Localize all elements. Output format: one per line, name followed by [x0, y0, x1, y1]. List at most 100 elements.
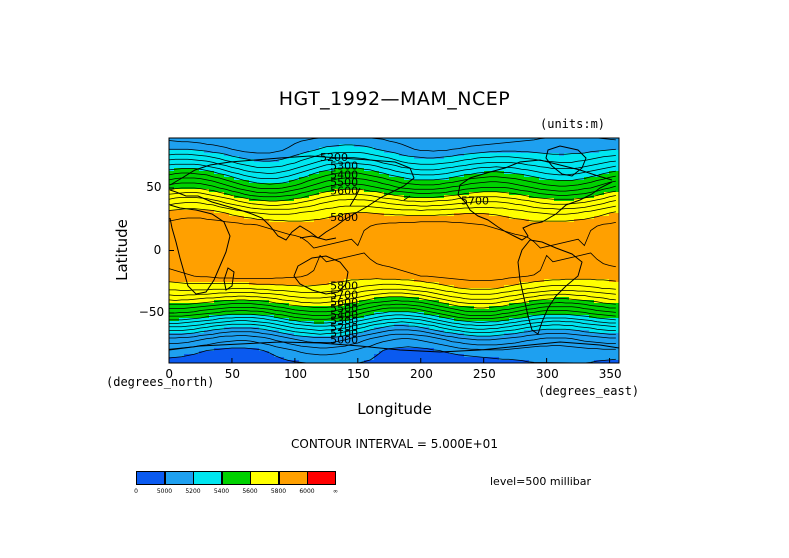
contour-cell — [514, 204, 520, 208]
contour-cell — [529, 216, 535, 220]
contour-cell — [394, 186, 400, 190]
contour-cell — [194, 219, 200, 223]
contour-cell — [184, 180, 190, 184]
contour-cell — [439, 249, 445, 253]
contour-cell — [529, 183, 535, 187]
contour-cell — [319, 150, 325, 154]
contour-cell — [544, 288, 550, 292]
contour-cell — [574, 204, 580, 208]
contour-cell — [594, 246, 600, 250]
contour-cell — [409, 150, 415, 154]
contour-cell — [169, 156, 175, 160]
contour-cell — [569, 267, 575, 271]
contour-cell — [459, 195, 465, 199]
contour-cell — [419, 195, 425, 199]
contour-cell — [294, 282, 300, 286]
contour-cell — [374, 267, 380, 271]
contour-cell — [564, 288, 570, 292]
contour-cell — [369, 156, 375, 160]
contour-cell — [404, 294, 410, 298]
contour-cell — [204, 258, 210, 262]
contour-cell — [494, 207, 500, 211]
contour-cell — [444, 225, 450, 229]
contour-cell — [509, 210, 515, 214]
contour-cell — [514, 147, 520, 151]
contour-cell — [274, 282, 280, 286]
contour-cell — [484, 144, 490, 148]
contour-cell — [604, 273, 610, 277]
contour-cell — [174, 147, 180, 151]
contour-cell — [459, 186, 465, 190]
contour-cell — [544, 210, 550, 214]
contour-cell — [559, 234, 565, 238]
contour-cell — [274, 183, 280, 187]
contour-cell — [444, 288, 450, 292]
contour-cell — [599, 174, 605, 178]
contour-cell — [199, 195, 205, 199]
contour-cell — [454, 144, 460, 148]
contour-cell — [349, 162, 355, 166]
contour-cell — [194, 204, 200, 208]
contour-cell — [479, 276, 485, 280]
contour-cell — [494, 189, 500, 193]
contour-cell — [324, 204, 330, 208]
contour-cell — [374, 204, 380, 208]
contour-cell — [334, 300, 340, 304]
contour-cell — [364, 264, 370, 268]
contour-cell — [529, 282, 535, 286]
contour-cell — [609, 243, 615, 247]
contour-cell — [304, 183, 310, 187]
contour-cell — [399, 168, 405, 172]
contour-cell — [274, 147, 280, 151]
contour-cell — [594, 243, 600, 247]
contour-cell — [489, 285, 495, 289]
contour-cell — [359, 138, 365, 142]
contour-cell — [359, 141, 365, 145]
contour-cell — [449, 153, 455, 157]
contour-cell — [499, 156, 505, 160]
contour-cell — [559, 255, 565, 259]
contour-cell — [269, 150, 275, 154]
contour-cell — [399, 195, 405, 199]
contour-cell — [174, 204, 180, 208]
contour-cell — [459, 219, 465, 223]
contour-cell — [534, 171, 540, 175]
contour-cell — [434, 273, 440, 277]
contour-cell — [534, 264, 540, 268]
contour-cell — [464, 162, 470, 166]
contour-cell — [379, 162, 385, 166]
contour-cell — [454, 153, 460, 157]
contour-cell — [259, 276, 265, 280]
contour-cell — [284, 216, 290, 220]
contour-cell — [354, 216, 360, 220]
contour-cell — [529, 174, 535, 178]
contour-cell — [249, 198, 255, 202]
contour-cell — [334, 180, 340, 184]
contour-cell — [339, 246, 345, 250]
contour-cell — [459, 264, 465, 268]
contour-cell — [309, 138, 315, 142]
contour-cell — [439, 246, 445, 250]
contour-cell — [259, 258, 265, 262]
contour-cell — [314, 189, 320, 193]
contour-cell — [444, 270, 450, 274]
contour-cell — [264, 207, 270, 211]
contour-cell — [334, 273, 340, 277]
contour-cell — [349, 258, 355, 262]
contour-cell — [284, 147, 290, 151]
contour-cell — [504, 180, 510, 184]
contour-cell — [549, 159, 555, 163]
contour-cell — [414, 138, 420, 142]
contour-cell — [544, 294, 550, 298]
contour-cell — [194, 183, 200, 187]
contour-cell — [454, 186, 460, 190]
contour-cell — [454, 297, 460, 301]
contour-cell — [319, 204, 325, 208]
contour-cell — [364, 273, 370, 277]
contour-cell — [514, 276, 520, 280]
contour-cell — [199, 294, 205, 298]
contour-cell — [469, 300, 475, 304]
contour-cell — [324, 156, 330, 160]
contour-cell — [399, 171, 405, 175]
contour-cell — [474, 183, 480, 187]
